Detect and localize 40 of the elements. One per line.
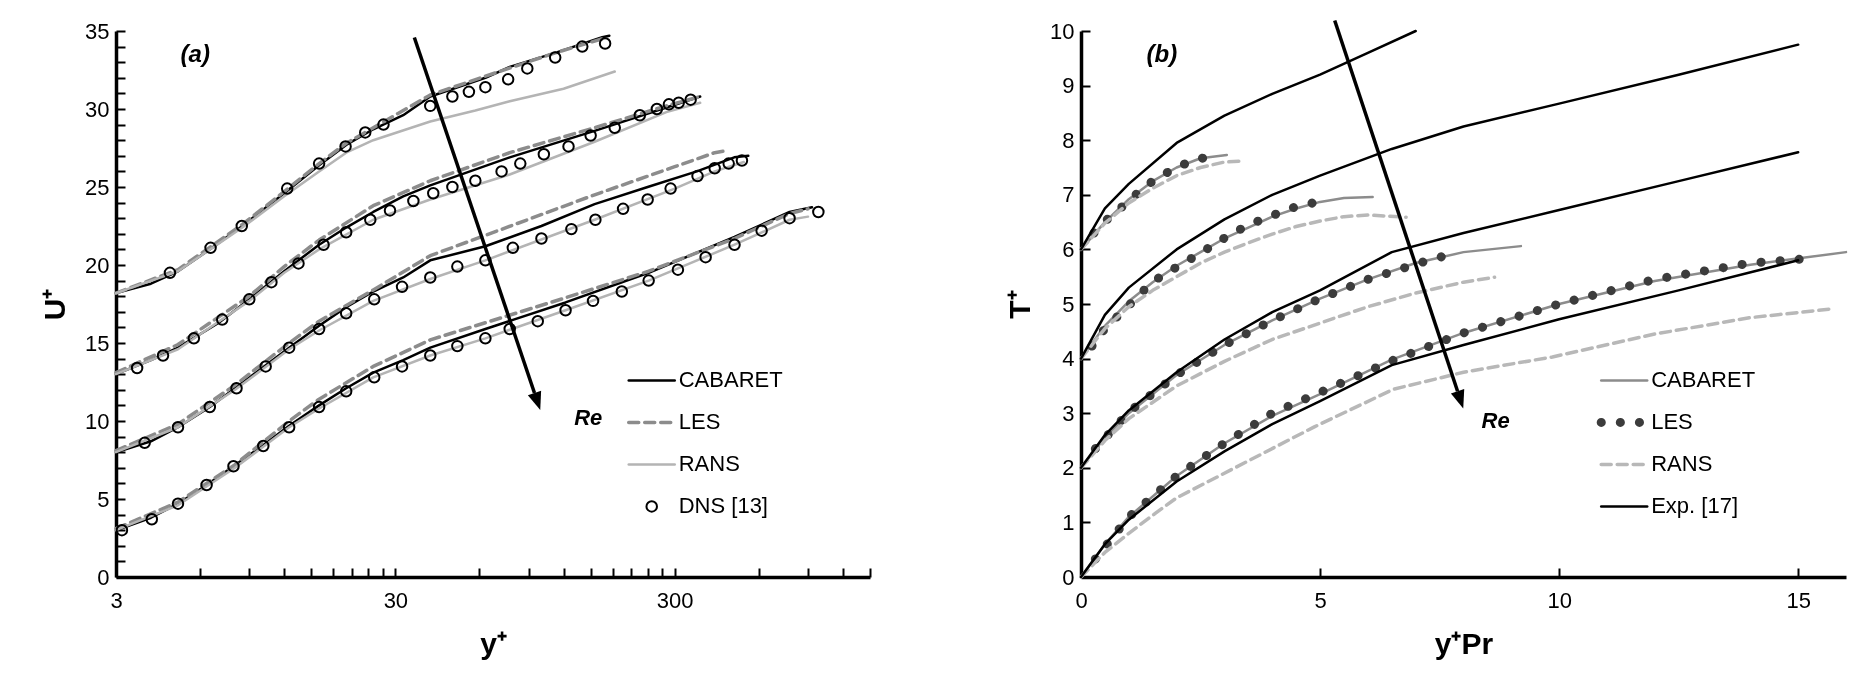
legend-label: RANS (678, 451, 740, 477)
legend-label: Exp. [17] (1651, 493, 1739, 519)
y-tick-label: 8 (1062, 127, 1075, 153)
legend-label: CABARET (1651, 367, 1756, 393)
chart-title: (a) (180, 40, 210, 68)
y-axis-title: U⁺ (38, 288, 72, 321)
x-tick-label: 5 (1314, 587, 1327, 613)
y-tick-label: 0 (97, 564, 110, 590)
y-tick-label: 9 (1062, 73, 1075, 99)
legend-label: DNS [13] (678, 493, 768, 519)
y-tick-label: 7 (1062, 182, 1075, 208)
y-tick-label: 6 (1062, 236, 1075, 262)
x-tick-label: 15 (1786, 587, 1811, 613)
legend-label: LES (678, 409, 721, 435)
y-tick-label: 4 (1062, 346, 1075, 372)
chart-title: (b) (1146, 40, 1178, 68)
y-tick-label: 10 (85, 408, 110, 434)
annotation: Re (1481, 408, 1510, 434)
y-tick-label: 0 (1062, 564, 1075, 590)
y-tick-label: 1 (1062, 509, 1075, 535)
x-tick-label: 30 (383, 587, 409, 613)
annotation: Re (574, 405, 603, 431)
legend-label: LES (1651, 409, 1693, 435)
y-tick-label: 5 (1062, 291, 1075, 317)
x-tick-label: 10 (1547, 587, 1572, 613)
x-tick-label: 300 (656, 587, 694, 613)
y-tick-label: 2 (1062, 455, 1075, 481)
y-tick-label: 30 (85, 96, 110, 122)
y-tick-label: 20 (85, 252, 110, 278)
legend-label: RANS (1651, 451, 1713, 477)
x-axis-title: y⁺ (480, 626, 507, 660)
y-tick-label: 25 (85, 174, 110, 200)
y-tick-label: 5 (97, 486, 110, 512)
y-tick-label: 15 (85, 330, 110, 356)
x-axis-title: y⁺Pr (1434, 626, 1494, 660)
y-tick-label: 10 (1050, 18, 1075, 44)
legend-label: CABARET (678, 367, 783, 393)
y-tick-label: 35 (85, 18, 110, 44)
y-axis-title: T⁺ (1003, 290, 1037, 319)
y-tick-label: 3 (1062, 400, 1075, 426)
